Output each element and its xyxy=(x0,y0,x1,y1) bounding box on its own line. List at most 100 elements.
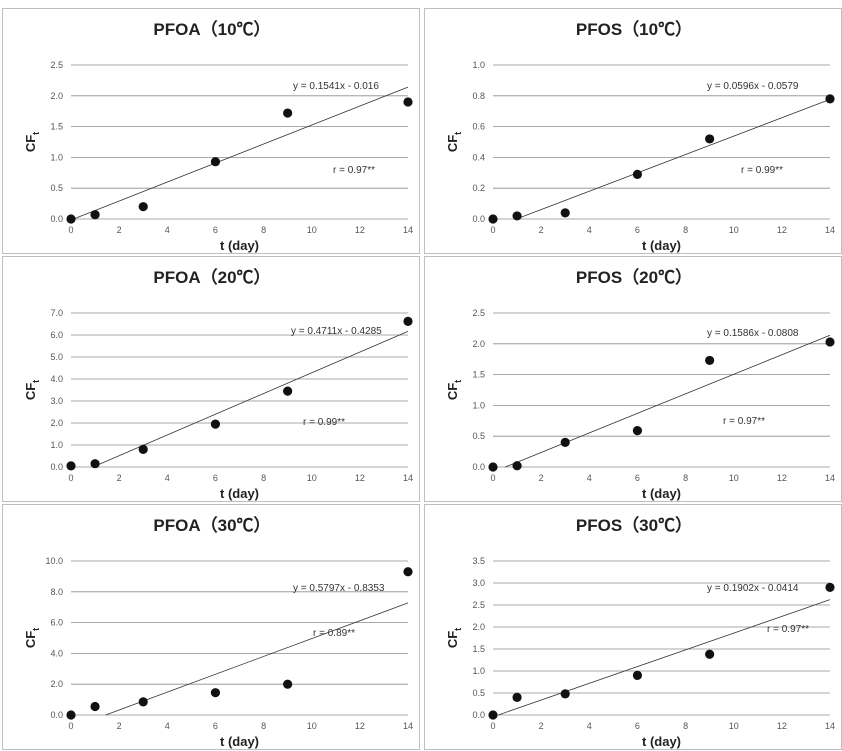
trendline xyxy=(105,602,409,716)
x-tick-label: 10 xyxy=(307,473,317,483)
x-tick-label: 4 xyxy=(587,225,592,235)
y-tick-label: 3.0 xyxy=(50,396,63,406)
x-tick-label: 10 xyxy=(729,225,739,235)
x-tick-label: 6 xyxy=(635,225,640,235)
y-tick-label: 1.0 xyxy=(50,440,63,450)
x-tick-label: 12 xyxy=(777,473,787,483)
x-tick-label: 8 xyxy=(261,721,266,731)
y-tick-label: 6.0 xyxy=(50,330,63,340)
y-tick-label: 0.0 xyxy=(50,214,63,224)
y-axis-label-subscript: t xyxy=(31,380,41,383)
x-axis-label: t (day) xyxy=(220,734,259,749)
chart-title: PFOS（30℃） xyxy=(576,515,692,535)
y-tick-label: 2.0 xyxy=(50,418,63,428)
x-axis-label: t (day) xyxy=(220,238,259,253)
x-axis-label: t (day) xyxy=(220,486,259,501)
chart-title: PFOA（30℃） xyxy=(153,515,270,535)
x-tick-label: 4 xyxy=(165,473,170,483)
y-tick-label: 0.5 xyxy=(472,688,485,698)
chart-panel: PFOS（20℃） 0.0 0.5 1.0 1.5 2.0 2.5 0 2 4 6 8 10 12 14 t … xyxy=(424,256,842,502)
chart-svg: PFOA（10℃） 0.0 0.5 1.0 1.5 2.0 2.5 0 2 4 6 8 10 12 14 t … xyxy=(23,19,413,253)
x-tick-label: 6 xyxy=(213,473,218,483)
x-tick-label: 4 xyxy=(165,721,170,731)
trendline-equation: y = 0.4711x - 0.4285 xyxy=(291,326,382,337)
chart-panel: PFOS（30℃） 0.0 0.5 1.0 1.5 2.0 2.5 3.0 3.5 0 2 4 6 8 10… xyxy=(424,504,842,750)
data-point xyxy=(560,689,570,699)
correlation-label: r = 0.99** xyxy=(303,417,345,428)
chart-title: PFOS（10℃） xyxy=(576,19,692,39)
trendline xyxy=(505,334,831,468)
x-tick-label: 12 xyxy=(777,225,787,235)
x-tick-label: 6 xyxy=(213,225,218,235)
trendline-equation: y = 0.1541x - 0.016 xyxy=(293,81,379,92)
data-point xyxy=(66,461,76,471)
data-point xyxy=(90,459,100,469)
y-tick-label: 0.0 xyxy=(472,462,485,472)
x-axis-label: t (day) xyxy=(642,734,681,749)
trendline-equation: y = 0.1902x - 0.0414 xyxy=(707,583,799,594)
y-tick-label: 4.0 xyxy=(50,648,63,658)
data-point xyxy=(66,214,76,224)
y-tick-label: 1.5 xyxy=(472,644,485,654)
x-tick-label: 0 xyxy=(68,473,73,483)
data-point xyxy=(403,316,413,326)
x-tick-label: 6 xyxy=(635,721,640,731)
x-tick-label: 8 xyxy=(261,473,266,483)
y-tick-label: 1.0 xyxy=(472,400,485,410)
x-tick-label: 2 xyxy=(117,225,122,235)
correlation-label: r = 0.97** xyxy=(767,624,809,635)
data-point xyxy=(705,355,715,366)
trendline-equation: y = 0.5797x - 0.8353 xyxy=(293,583,385,594)
chart-svg: PFOA（30℃） 0.0 2.0 4.0 6.0 8.0 10.0 0 2 4 6 8 10 12 14 t… xyxy=(23,515,413,749)
data-point xyxy=(632,169,643,179)
chart-title: PFOA（10℃） xyxy=(153,19,270,39)
x-tick-label: 4 xyxy=(165,225,170,235)
y-tick-label: 1.0 xyxy=(472,666,485,676)
correlation-label: r = 0.97** xyxy=(723,416,765,427)
x-tick-label: 0 xyxy=(68,721,73,731)
data-point xyxy=(283,108,293,118)
y-tick-label: 8.0 xyxy=(50,587,63,597)
x-tick-label: 14 xyxy=(825,225,835,235)
data-point xyxy=(512,692,522,702)
trendline xyxy=(92,330,409,468)
correlation-label: r = 0.97** xyxy=(333,165,375,176)
data-point xyxy=(66,710,76,720)
y-axis-label-subscript: t xyxy=(31,132,41,135)
y-axis-label: CFt xyxy=(445,628,463,648)
y-tick-label: 4.0 xyxy=(50,374,63,384)
chart-title: PFOS（20℃） xyxy=(576,267,692,287)
data-point xyxy=(825,582,835,592)
data-point xyxy=(488,214,498,224)
trendline xyxy=(516,99,831,220)
y-tick-label: 1.5 xyxy=(472,370,485,380)
x-tick-label: 10 xyxy=(729,721,739,731)
data-point xyxy=(825,337,835,347)
y-tick-label: 0.0 xyxy=(50,710,63,720)
data-point xyxy=(210,157,221,167)
trendline xyxy=(498,599,831,716)
x-tick-label: 6 xyxy=(213,721,218,731)
y-tick-label: 3.0 xyxy=(472,578,485,588)
y-tick-label: 2.5 xyxy=(50,60,63,70)
data-point xyxy=(632,670,643,680)
x-tick-label: 14 xyxy=(825,721,835,731)
y-tick-label: 2.5 xyxy=(472,308,485,318)
chart-svg: PFOS（10℃） 0.0 0.2 0.4 0.6 0.8 1.0 0 2 4 6 8 10 12 14 t … xyxy=(445,19,835,253)
y-axis-label-subscript: t xyxy=(31,628,41,631)
chart-title: PFOA（20℃） xyxy=(153,267,270,287)
x-tick-label: 0 xyxy=(490,473,495,483)
chart-panel: PFOS（10℃） 0.0 0.2 0.4 0.6 0.8 1.0 0 2 4 6 8 10 12 14 t … xyxy=(424,8,842,254)
x-tick-label: 14 xyxy=(825,473,835,483)
y-tick-label: 2.0 xyxy=(50,91,63,101)
y-tick-label: 2.5 xyxy=(472,600,485,610)
y-axis-label-main: CF xyxy=(445,135,460,152)
y-tick-label: 0.5 xyxy=(472,431,485,441)
y-axis-label-subscript: t xyxy=(453,132,463,135)
x-tick-label: 2 xyxy=(117,721,122,731)
x-tick-label: 14 xyxy=(403,721,413,731)
y-axis-label: CFt xyxy=(23,380,41,400)
data-point xyxy=(138,697,148,707)
data-point xyxy=(560,437,570,447)
x-tick-label: 14 xyxy=(403,225,413,235)
